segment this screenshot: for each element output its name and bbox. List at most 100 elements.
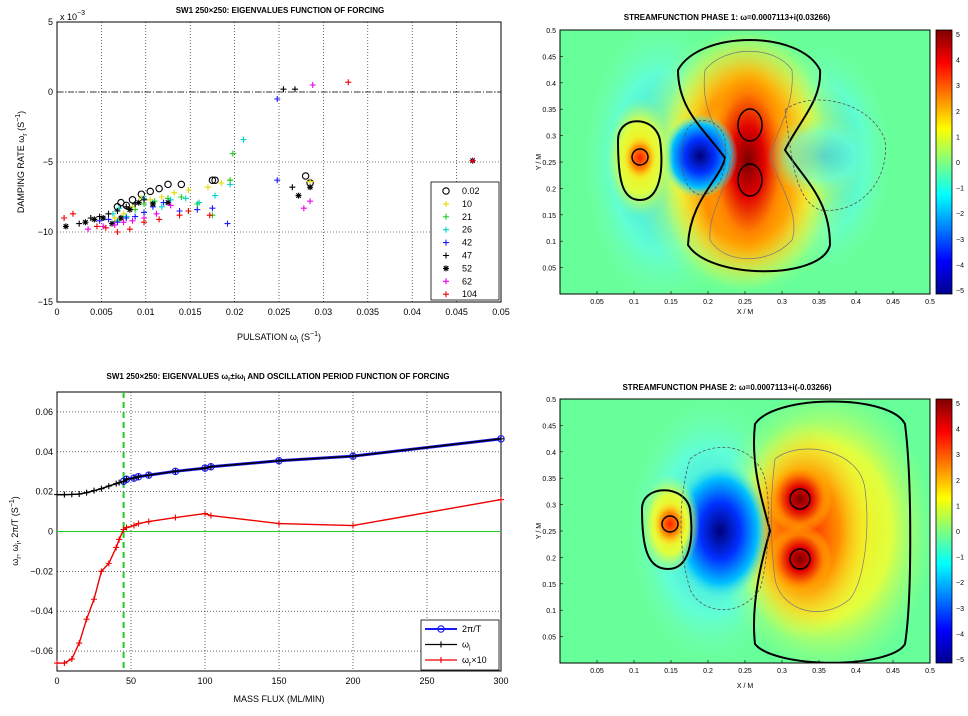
- y-tick-label: 0.45: [542, 54, 556, 61]
- legend-marker: [443, 265, 449, 272]
- y-tick-label: 0.4: [546, 81, 556, 88]
- data-point: [300, 205, 307, 212]
- data-point: [113, 544, 120, 551]
- x-axis-label: X / M: [737, 683, 754, 690]
- data-point: [295, 192, 302, 199]
- x-tick-label: 0.5: [925, 299, 935, 306]
- data-point: [76, 640, 83, 647]
- data-point: [105, 216, 112, 223]
- y-tick-label: 0.5: [546, 28, 556, 35]
- data-point: [469, 157, 476, 164]
- x-tick-label: 0.035: [357, 307, 380, 317]
- data-point: [177, 180, 186, 189]
- data-points: [61, 79, 476, 235]
- data-point: [289, 184, 296, 191]
- data-point: [61, 215, 68, 221]
- data-series: [54, 435, 505, 667]
- colorbar-tick-label: 0: [956, 529, 960, 536]
- y-tick-label: −10: [38, 227, 53, 237]
- y-tick-label: −0.06: [30, 646, 53, 656]
- gridlines: [57, 392, 501, 671]
- data-point: [202, 510, 208, 517]
- data-point: [130, 522, 137, 529]
- data-point: [155, 184, 163, 193]
- data-point: [301, 172, 310, 180]
- data-point: [274, 177, 281, 184]
- y-tick-label: 0.05: [542, 635, 556, 642]
- y-tick-label: 0.2: [546, 555, 556, 562]
- data-point: [224, 220, 231, 227]
- data-point: [156, 216, 163, 223]
- x-tick-label: 0.15: [664, 299, 678, 306]
- y-tick-label: 0.35: [542, 107, 556, 114]
- legend-marker: [443, 200, 449, 207]
- colorbar-tick-label: −1: [956, 186, 964, 193]
- data-point: [345, 79, 352, 86]
- heatmap-field: [560, 30, 930, 294]
- data-point: [291, 86, 298, 93]
- data-point: [91, 596, 97, 603]
- data-point: [178, 194, 185, 200]
- x-tick-label: 0.04: [403, 307, 421, 317]
- tick-labels: 0.05 0.1 0.15 0.2 0.25 0.3 0.35 0.4 0.45 0.5 0.5 0.…: [542, 397, 935, 675]
- colorbar-tick-label: 5: [956, 32, 960, 39]
- data-point: [114, 229, 121, 235]
- legend-marker: [443, 239, 449, 246]
- colorbar-tick-label: 3: [956, 452, 960, 459]
- legend-marker: [438, 641, 444, 648]
- tick-labels: 0 0.005 0.01 0.015 0.02 0.025 0.03 0.035 0.04 0.0…: [38, 17, 510, 317]
- data-point: [165, 199, 171, 206]
- x-tick-label: 0.1: [629, 299, 639, 306]
- series-62: [85, 82, 476, 233]
- x-axis-label: PULSATION ωi (S−1): [237, 331, 321, 345]
- legend-box: [430, 181, 500, 301]
- y-tick-label: 0.35: [542, 476, 556, 483]
- legend-label: 21: [462, 212, 472, 222]
- data-point: [120, 210, 127, 217]
- legend-label: ωi: [462, 640, 471, 653]
- data-point: [153, 210, 160, 217]
- colorbar-tick-label: 4: [956, 427, 960, 434]
- data-point: [100, 215, 107, 221]
- chart-title: SW1 250×250: EIGENVALUES ωr±iωi AND OSCI…: [107, 372, 450, 383]
- x-tick-label: 300: [493, 676, 508, 686]
- data-point: [141, 209, 148, 216]
- legend-label: 47: [462, 251, 472, 261]
- y-tick-label: −0.02: [30, 566, 53, 576]
- data-point: [82, 219, 89, 226]
- data-point: [146, 187, 154, 196]
- data-point: [123, 524, 130, 531]
- data-point: [167, 202, 174, 209]
- x-tick-label: 0.045: [445, 307, 468, 317]
- legend-label: 104: [462, 289, 477, 299]
- y-tick-label: 0.06: [35, 407, 53, 417]
- x-tick-label: 150: [271, 676, 286, 686]
- data-point: [307, 184, 314, 191]
- x-tick-label: 0.45: [886, 668, 900, 675]
- x-tick-label: 0.2: [703, 299, 713, 306]
- data-point: [61, 660, 68, 667]
- y-tick-label: 0.2: [546, 186, 556, 193]
- data-point: [149, 201, 156, 207]
- x-tick-label: 0.25: [738, 299, 752, 306]
- y-tick-label: 0.04: [35, 447, 53, 457]
- data-point: [105, 560, 112, 567]
- x-axis-label: MASS FLUX (ML/MIN): [233, 694, 324, 704]
- data-point: [307, 178, 314, 185]
- x-tick-label: 0.15: [664, 668, 678, 675]
- data-point: [100, 223, 107, 230]
- data-point: [123, 203, 130, 210]
- colorbar-tick-label: −4: [956, 631, 964, 638]
- data-point: [54, 660, 60, 667]
- data-point: [129, 217, 136, 224]
- data-point: [135, 199, 142, 206]
- y-tick-label: −5: [43, 157, 53, 167]
- data-point: [111, 222, 118, 228]
- x-tick-label: 0.25: [738, 668, 752, 675]
- colorbar-tick-label: 1: [956, 134, 960, 141]
- data-point: [185, 208, 192, 214]
- data-point: [164, 180, 172, 189]
- x-tick-label: 0.1: [629, 668, 639, 675]
- colorbar-tick-label: 3: [956, 83, 960, 90]
- legend-marker: [443, 213, 449, 220]
